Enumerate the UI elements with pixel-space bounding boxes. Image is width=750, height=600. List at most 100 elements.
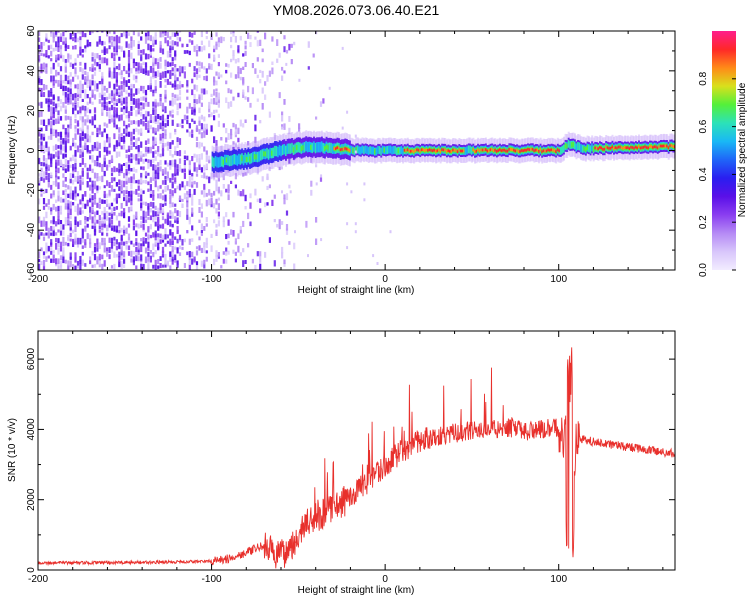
heatmap-noise-cell	[62, 36, 65, 42]
heatmap-noise-cell	[50, 247, 53, 251]
heatmap-band-peak	[347, 148, 350, 152]
heatmap-band-core	[588, 144, 590, 153]
heatmap-band-core	[277, 146, 280, 158]
heatmap-noise-cell	[72, 179, 75, 185]
heatmap-band-peak	[547, 148, 550, 152]
heatmap-noise-cell	[115, 107, 118, 113]
heatmap-noise-cell	[213, 115, 216, 121]
heatmap-noise-cell	[237, 189, 240, 196]
heatmap-noise-cell	[283, 263, 286, 267]
heatmap-band-peak	[536, 148, 539, 152]
heatmap-noise-cell	[64, 128, 67, 135]
heatmap-band-core	[559, 146, 562, 155]
heatmap-band-core	[211, 156, 214, 167]
heatmap-band-green	[255, 154, 258, 160]
heatmap-noise-cell	[283, 197, 286, 205]
colorbar-tick-label: 0.6	[698, 119, 709, 133]
heatmap-noise-cell	[149, 79, 152, 86]
heatmap-noise-cell	[215, 41, 218, 46]
heatmap-noise-cell	[205, 250, 208, 254]
heatmap-noise-cell	[64, 220, 67, 226]
heatmap-band-peak	[528, 148, 531, 152]
heatmap-noise-cell	[144, 171, 148, 177]
heatmap-noise-cell	[222, 258, 225, 264]
heatmap-noise-cell	[42, 41, 46, 46]
heatmap-noise-cell	[64, 41, 67, 48]
heatmap-noise-cell	[144, 179, 148, 184]
heatmap-noise-cell	[285, 193, 289, 201]
heatmap-noise-cell	[59, 211, 63, 215]
heatmap-noise-cell	[98, 242, 101, 250]
heatmap-noise-cell	[210, 63, 213, 70]
heatmap-noise-cell	[144, 36, 148, 44]
heatmap-noise-cell	[140, 131, 143, 136]
heatmap-noise-cell	[135, 75, 138, 79]
heatmap-band-peak	[427, 149, 430, 152]
heatmap-noise-cell	[181, 203, 184, 208]
heatmap-noise-cell	[210, 98, 213, 105]
heatmap-noise-cell	[115, 92, 118, 96]
heatmap-noise-cell	[220, 137, 223, 141]
heatmap-noise-cell	[290, 59, 293, 65]
heatmap-band-core	[391, 146, 394, 155]
heatmap-noise-cell	[108, 111, 111, 118]
heatmap-noise-cell	[55, 151, 58, 158]
heatmap-band-peak	[411, 149, 414, 153]
heatmap-noise-cell	[195, 173, 199, 177]
heatmap-noise-cell	[47, 105, 50, 112]
heatmap-band-peak	[636, 146, 639, 150]
spectrogram-y-label: Frequency (Hz)	[7, 116, 18, 185]
heatmap-noise-cell	[157, 172, 160, 180]
heatmap-noise-cell	[59, 53, 63, 59]
heatmap-noise-cell	[106, 250, 109, 257]
heatmap-noise-cell	[193, 94, 196, 99]
heatmap-noise-cell	[79, 207, 82, 214]
heatmap-haze-cell	[372, 254, 375, 258]
heatmap-noise-cell	[152, 56, 155, 64]
heatmap-noise-cell	[106, 247, 109, 252]
heatmap-noise-cell	[130, 111, 133, 116]
heatmap-noise-cell	[154, 172, 157, 179]
y-tick-label: -40	[26, 223, 37, 238]
heatmap-noise-cell	[59, 140, 63, 144]
heatmap-noise-cell	[174, 32, 177, 37]
heatmap-noise-cell	[67, 193, 70, 198]
heatmap-band-peak	[458, 148, 461, 152]
heatmap-noise-cell	[152, 175, 155, 181]
heatmap-noise-cell	[106, 58, 109, 66]
heatmap-noise-cell	[81, 83, 84, 90]
heatmap-noise-cell	[84, 45, 87, 49]
heatmap-noise-cell	[195, 99, 199, 104]
heatmap-noise-cell	[225, 212, 228, 218]
heatmap-noise-cell	[40, 162, 43, 167]
heatmap-noise-cell	[47, 55, 50, 59]
heatmap-noise-cell	[52, 47, 55, 52]
heatmap-noise-cell	[101, 263, 104, 270]
heatmap-noise-cell	[123, 110, 126, 115]
heatmap-noise-cell	[76, 171, 80, 177]
heatmap-noise-cell	[164, 37, 167, 44]
heatmap-noise-cell	[205, 256, 208, 262]
heatmap-band-peak	[502, 148, 505, 152]
heatmap-noise-cell	[40, 261, 43, 265]
heatmap-noise-cell	[198, 66, 201, 73]
heatmap-noise-cell	[86, 128, 89, 135]
heatmap-noise-cell	[195, 246, 199, 250]
heatmap-noise-cell	[55, 103, 58, 109]
heatmap-noise-cell	[154, 169, 157, 174]
heatmap-noise-cell	[166, 260, 169, 267]
heatmap-noise-cell	[188, 216, 191, 222]
heatmap-noise-cell	[52, 107, 55, 114]
heatmap-noise-cell	[110, 118, 114, 123]
heatmap-noise-cell	[147, 53, 150, 60]
heatmap-noise-cell	[200, 247, 203, 253]
heatmap-noise-cell	[79, 162, 82, 167]
heatmap-noise-cell	[98, 253, 101, 261]
heatmap-noise-cell	[171, 249, 174, 257]
heatmap-noise-cell	[164, 66, 167, 70]
heatmap-noise-cell	[67, 212, 70, 219]
heatmap-noise-cell	[120, 76, 123, 80]
heatmap-noise-cell	[115, 245, 118, 251]
heatmap-noise-cell	[232, 50, 235, 56]
heatmap-noise-cell	[96, 88, 99, 92]
